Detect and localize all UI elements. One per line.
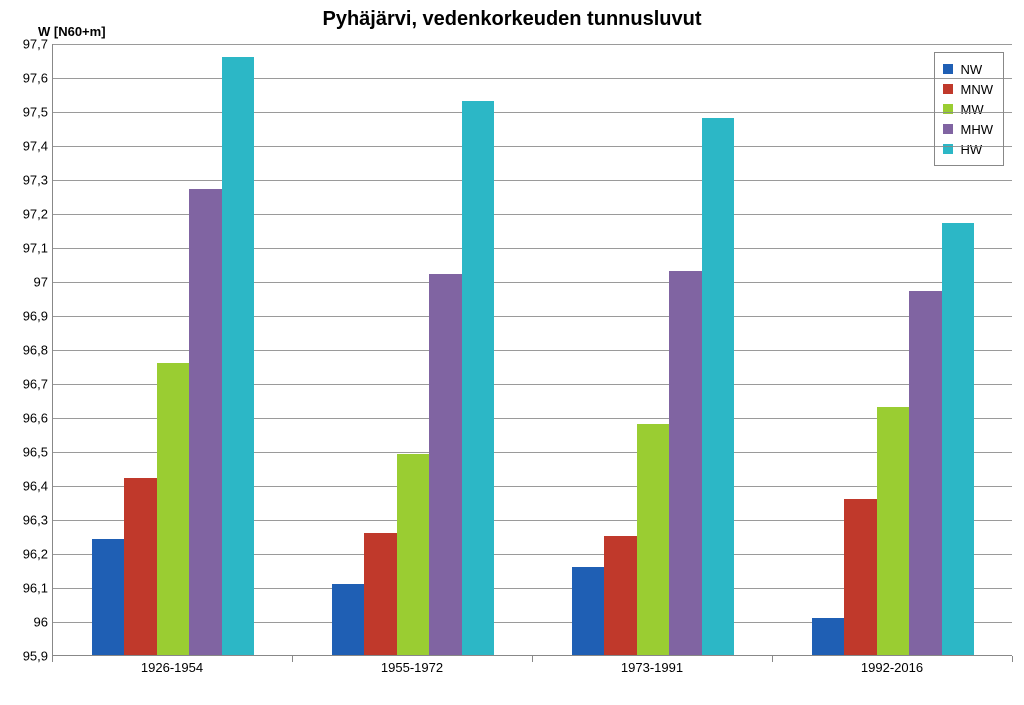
y-tick-label: 96,3 (0, 513, 48, 528)
y-tick-label: 96,8 (0, 343, 48, 358)
y-tick-label: 96,9 (0, 309, 48, 324)
y-tick-label: 97,4 (0, 139, 48, 154)
bar-mhw (429, 274, 461, 655)
x-tick (292, 656, 293, 662)
x-tick (532, 656, 533, 662)
y-tick-label: 97,3 (0, 173, 48, 188)
gridline (53, 112, 1012, 113)
x-tick-label: 1992-2016 (861, 660, 923, 675)
gridline (53, 180, 1012, 181)
bar-mw (157, 363, 189, 655)
x-tick-label: 1926-1954 (141, 660, 203, 675)
x-tick (52, 656, 53, 662)
bar-nw (572, 567, 604, 655)
y-axis-label: W [N60+m] (38, 24, 106, 39)
bar-hw (702, 118, 734, 655)
y-tick-label: 96,4 (0, 479, 48, 494)
legend-item-mnw: MNW (943, 79, 994, 99)
y-tick-label: 96,6 (0, 411, 48, 426)
y-tick-label: 96,2 (0, 547, 48, 562)
x-tick (1012, 656, 1013, 662)
y-tick-label: 96 (0, 615, 48, 630)
legend: NW MNW MW MHW HW (934, 52, 1005, 166)
legend-label: MNW (961, 82, 994, 97)
legend-swatch (943, 124, 953, 134)
legend-label: MHW (961, 122, 994, 137)
bar-mnw (604, 536, 636, 655)
y-tick-label: 96,5 (0, 445, 48, 460)
bar-mnw (844, 499, 876, 655)
y-tick-label: 95,9 (0, 649, 48, 664)
bar-mhw (909, 291, 941, 655)
chart-container: Pyhäjärvi, vedenkorkeuden tunnusluvut W … (0, 0, 1024, 705)
y-tick-label: 96,7 (0, 377, 48, 392)
bar-mnw (124, 478, 156, 655)
legend-item-mhw: MHW (943, 119, 994, 139)
y-tick-label: 97,2 (0, 207, 48, 222)
gridline (53, 146, 1012, 147)
x-tick-label: 1973-1991 (621, 660, 683, 675)
bar-mw (877, 407, 909, 655)
plot-area: NW MNW MW MHW HW (52, 44, 1012, 656)
x-tick (772, 656, 773, 662)
bar-hw (462, 101, 494, 655)
legend-item-nw: NW (943, 59, 994, 79)
chart-title: Pyhäjärvi, vedenkorkeuden tunnusluvut (0, 8, 1024, 31)
x-tick-label: 1955-1972 (381, 660, 443, 675)
bar-mw (637, 424, 669, 655)
y-tick-label: 97,1 (0, 241, 48, 256)
y-tick-label: 96,1 (0, 581, 48, 596)
bar-nw (92, 539, 124, 655)
y-tick-label: 97,5 (0, 105, 48, 120)
bar-nw (332, 584, 364, 655)
legend-label: HW (961, 142, 983, 157)
bar-mnw (364, 533, 396, 655)
y-tick-label: 97,6 (0, 71, 48, 86)
bar-mhw (189, 189, 221, 655)
legend-item-hw: HW (943, 139, 994, 159)
legend-swatch (943, 84, 953, 94)
bar-mw (397, 454, 429, 655)
bar-nw (812, 618, 844, 655)
legend-item-mw: MW (943, 99, 994, 119)
bar-hw (942, 223, 974, 655)
gridline (53, 44, 1012, 45)
legend-swatch (943, 64, 953, 74)
legend-label: MW (961, 102, 984, 117)
bar-hw (222, 57, 254, 655)
gridline (53, 78, 1012, 79)
y-tick-label: 97 (0, 275, 48, 290)
bar-mhw (669, 271, 701, 655)
y-tick-label: 97,7 (0, 37, 48, 52)
legend-label: NW (961, 62, 983, 77)
